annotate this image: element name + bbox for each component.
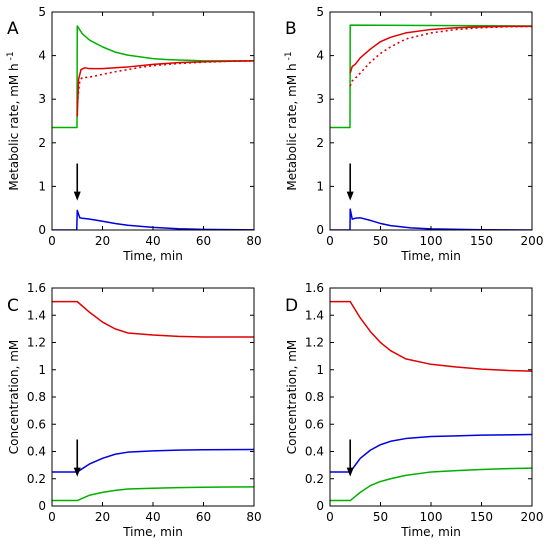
- series-line-3: [52, 486, 254, 502]
- series-line-1: [330, 24, 532, 129]
- series-line-2: [52, 448, 254, 473]
- x-tick-label: 0: [326, 234, 334, 248]
- series-group: [330, 300, 532, 502]
- chart-panel-b: 0 50 100 150 200 0 1 2 3 4 5 Time, min Metabolic rat…: [284, 5, 543, 263]
- y-axis-label-text: Concentration, mM: [7, 340, 21, 455]
- x-tick-label: 40: [145, 234, 160, 248]
- y-tick-label: 1.2: [305, 336, 324, 350]
- y-axis-label-superscript: -1: [284, 51, 294, 60]
- y-tick-label: 0.8: [305, 390, 324, 404]
- y-tick-label: 2: [38, 136, 46, 150]
- x-axis-label: Time, min: [122, 249, 183, 263]
- x-tick-label: 100: [420, 510, 443, 524]
- y-axis-label-text: Metabolic rate, mM h: [285, 63, 299, 190]
- y-tick-label: 4: [316, 49, 324, 63]
- y-tick-label: 1.4: [305, 308, 324, 322]
- y-tick-label: 0: [316, 499, 324, 513]
- chart-panel-d: 0 50 100 150 200 0 0.2 0.4 0.6 0.8 1 1.2 1.4 1.6 Time,…: [285, 281, 543, 539]
- y-tick-label: 0: [38, 499, 46, 513]
- panel-letter: B: [285, 19, 297, 39]
- x-tick-label: 200: [521, 510, 544, 524]
- y-axis-label-text: Metabolic rate, mM h: [7, 63, 21, 190]
- series-line-2: [349, 25, 532, 74]
- chart-panel-c: 0 20 40 60 80 0 0.2 0.4 0.6 0.8 1 1.2 1.4 1.6 Time, mi…: [7, 281, 262, 539]
- x-tick-label: 40: [145, 510, 160, 524]
- x-tick-label: 50: [373, 510, 388, 524]
- y-tick-label: 5: [38, 5, 46, 19]
- y-tick-label: 1.6: [305, 281, 324, 295]
- x-axis-label: Time, min: [400, 525, 461, 539]
- x-tick-label: 0: [326, 510, 334, 524]
- series-group: [52, 300, 254, 502]
- y-tick-label: 0.2: [27, 472, 46, 486]
- y-tick-label: 0: [38, 223, 46, 237]
- series-line-3: [330, 467, 532, 502]
- plot-frame: [51, 287, 255, 507]
- series-group: [52, 25, 254, 230]
- x-tick-label: 100: [420, 234, 443, 248]
- panel-letter: C: [7, 296, 19, 316]
- series-line-1: [52, 25, 254, 129]
- series-line-3: [349, 25, 532, 87]
- arrow-head: [73, 191, 81, 201]
- y-tick-label: 1: [316, 363, 324, 377]
- plot-frame: [329, 11, 533, 231]
- y-tick-label: 0: [316, 223, 324, 237]
- chart-panel-a: 0 20 40 60 80 0 1 2 3 4 5 Time, min Metabolic rate, …: [6, 5, 262, 263]
- plot-frame: [329, 287, 533, 507]
- x-axis-label: Time, min: [122, 525, 183, 539]
- x-tick-label: 20: [95, 234, 110, 248]
- x-tick-label: 60: [196, 510, 211, 524]
- x-tick-label: 150: [470, 234, 493, 248]
- series-line-1: [52, 300, 254, 338]
- panel-letter: D: [285, 296, 298, 316]
- y-axis-label: Concentration, mM: [7, 340, 21, 455]
- series-group: [330, 24, 532, 230]
- x-axis-label: Time, min: [400, 249, 461, 263]
- arrow-head: [346, 191, 354, 201]
- x-tick-label: 200: [521, 234, 544, 248]
- y-tick-label: 5: [316, 5, 324, 19]
- y-tick-label: 0.2: [305, 472, 324, 486]
- y-tick-label: 0.4: [27, 445, 46, 459]
- arrow-head: [346, 467, 354, 477]
- y-tick-label: 1: [38, 363, 46, 377]
- y-tick-label: 0.6: [305, 417, 324, 431]
- x-tick-label: 80: [246, 234, 261, 248]
- series-line-1: [330, 300, 532, 372]
- series-line-4: [52, 209, 254, 230]
- y-tick-label: 1.2: [27, 336, 46, 350]
- y-tick-label: 0.6: [27, 417, 46, 431]
- series-line-2: [76, 60, 254, 117]
- y-tick-label: 1.6: [27, 281, 46, 295]
- series-line-2: [330, 433, 532, 473]
- panel-letter: A: [7, 19, 19, 39]
- y-axis-label: Concentration, mM: [285, 340, 299, 455]
- y-axis-label: Metabolic rate, mM h -1: [6, 51, 21, 190]
- x-tick-label: 0: [48, 234, 56, 248]
- y-axis-label: Metabolic rate, mM h -1: [284, 51, 299, 190]
- y-tick-label: 1: [316, 179, 324, 193]
- y-axis-label-text: Concentration, mM: [285, 340, 299, 455]
- y-tick-label: 4: [38, 49, 46, 63]
- x-tick-label: 150: [470, 510, 493, 524]
- y-tick-label: 0.4: [305, 445, 324, 459]
- y-tick-label: 2: [316, 136, 324, 150]
- x-tick-label: 60: [196, 234, 211, 248]
- y-tick-label: 0.8: [27, 390, 46, 404]
- y-axis-label-superscript: -1: [6, 51, 16, 60]
- x-tick-label: 0: [48, 510, 56, 524]
- y-tick-label: 1: [38, 179, 46, 193]
- y-tick-label: 3: [316, 92, 324, 106]
- series-line-3: [76, 60, 254, 104]
- plot-frame: [51, 11, 255, 231]
- x-tick-label: 80: [246, 510, 261, 524]
- x-tick-label: 50: [373, 234, 388, 248]
- x-tick-label: 20: [95, 510, 110, 524]
- arrow-head: [73, 467, 81, 477]
- y-tick-label: 3: [38, 92, 46, 106]
- y-tick-label: 1.4: [27, 308, 46, 322]
